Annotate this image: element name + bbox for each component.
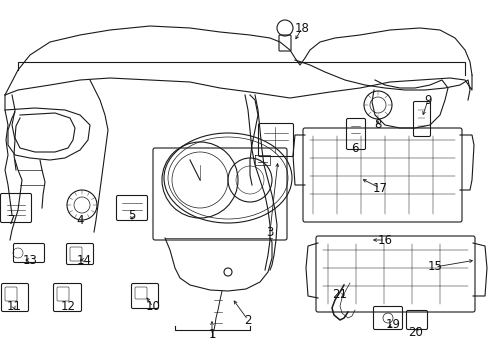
Text: 18: 18 bbox=[294, 22, 309, 35]
Text: 11: 11 bbox=[6, 301, 21, 314]
Text: 10: 10 bbox=[145, 301, 160, 314]
Text: 1: 1 bbox=[208, 328, 215, 342]
Text: 4: 4 bbox=[76, 213, 83, 226]
Text: 6: 6 bbox=[350, 141, 358, 154]
Text: 7: 7 bbox=[8, 213, 16, 226]
Text: 21: 21 bbox=[332, 288, 347, 302]
Text: 2: 2 bbox=[244, 314, 251, 327]
Text: 9: 9 bbox=[424, 94, 431, 107]
Text: 13: 13 bbox=[22, 253, 38, 266]
Text: 17: 17 bbox=[372, 181, 386, 194]
Text: 3: 3 bbox=[266, 225, 273, 239]
Text: 5: 5 bbox=[128, 208, 135, 221]
Text: 19: 19 bbox=[385, 319, 400, 332]
Text: 16: 16 bbox=[377, 234, 392, 247]
Text: 20: 20 bbox=[408, 325, 423, 338]
Text: 14: 14 bbox=[76, 253, 91, 266]
Text: 15: 15 bbox=[427, 261, 442, 274]
Text: 12: 12 bbox=[61, 301, 75, 314]
Text: 8: 8 bbox=[373, 117, 381, 131]
